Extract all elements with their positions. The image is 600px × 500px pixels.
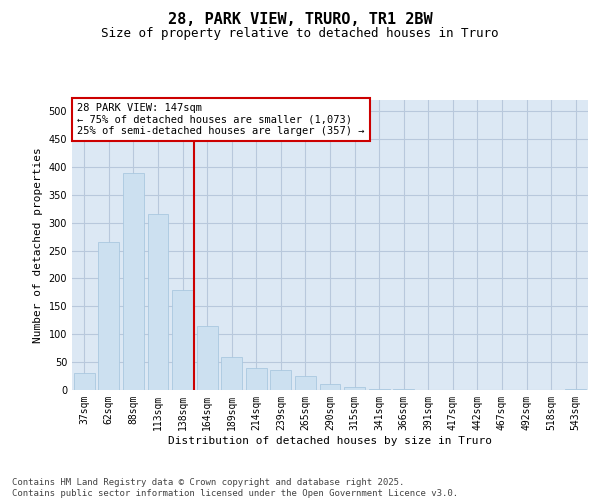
Bar <box>148 214 169 390</box>
Text: 28 PARK VIEW: 147sqm
← 75% of detached houses are smaller (1,073)
25% of semi-de: 28 PARK VIEW: 147sqm ← 75% of detached h… <box>77 103 365 136</box>
Bar <box>221 356 242 390</box>
Bar <box>320 384 340 390</box>
Bar <box>271 370 292 390</box>
Text: Size of property relative to detached houses in Truro: Size of property relative to detached ho… <box>101 28 499 40</box>
Bar <box>368 389 389 390</box>
Bar <box>344 387 365 390</box>
Text: 28, PARK VIEW, TRURO, TR1 2BW: 28, PARK VIEW, TRURO, TR1 2BW <box>167 12 433 28</box>
Bar <box>246 368 267 390</box>
Bar <box>98 242 119 390</box>
Y-axis label: Number of detached properties: Number of detached properties <box>33 147 43 343</box>
Bar <box>197 326 218 390</box>
Bar <box>295 376 316 390</box>
X-axis label: Distribution of detached houses by size in Truro: Distribution of detached houses by size … <box>168 436 492 446</box>
Bar <box>172 290 193 390</box>
Bar <box>123 172 144 390</box>
Text: Contains HM Land Registry data © Crown copyright and database right 2025.
Contai: Contains HM Land Registry data © Crown c… <box>12 478 458 498</box>
Bar <box>74 374 95 390</box>
